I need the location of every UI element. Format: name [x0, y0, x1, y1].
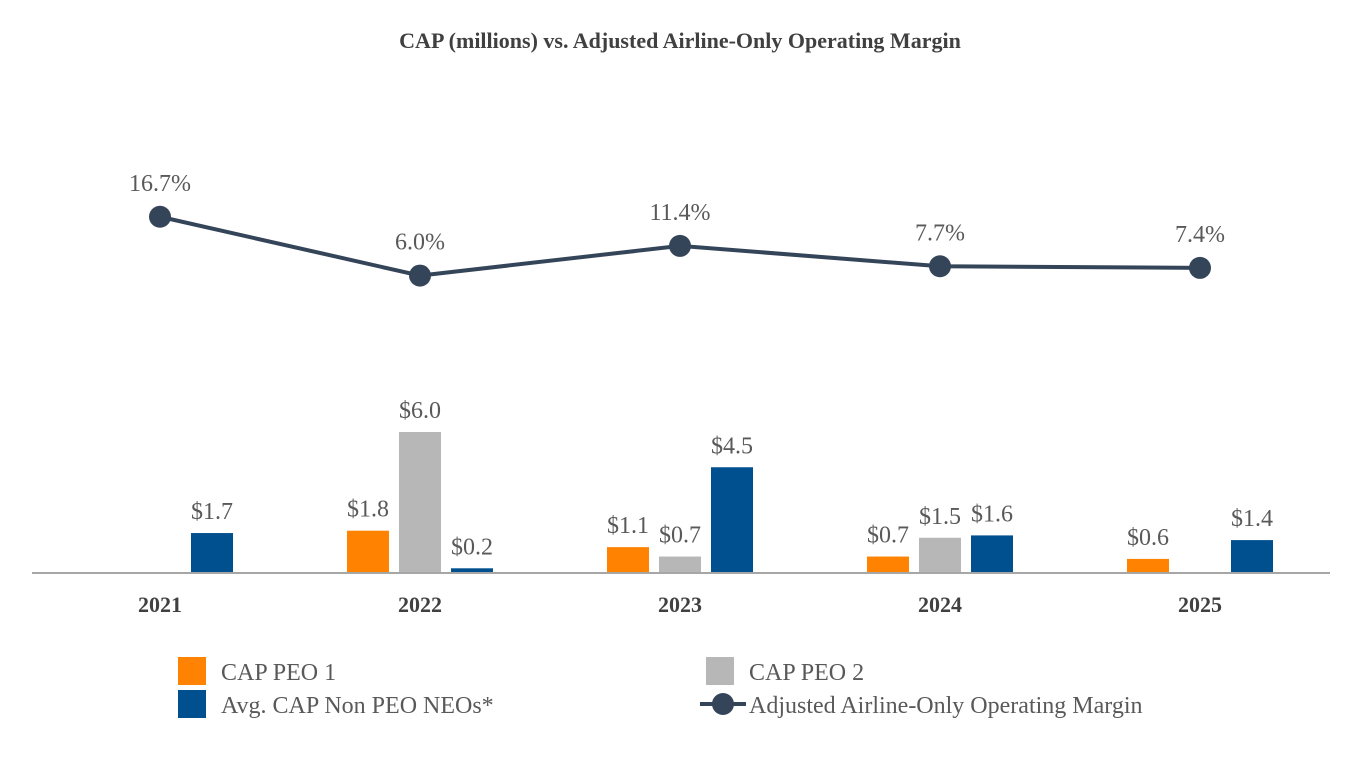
data-label-avg-cap-non-peo-neos-2023: $4.5	[711, 433, 753, 459]
legend-label: CAP PEO 2	[749, 660, 864, 686]
legend-item-avg-cap-non-peo-neos: Avg. CAP Non PEO NEOs*	[178, 690, 494, 719]
legend-label: Adjusted Airline-Only Operating Margin	[749, 693, 1143, 719]
chart-title: CAP (millions) vs. Adjusted Airline-Only…	[399, 28, 961, 53]
line-point-2024	[929, 255, 951, 278]
line-label-2023: 11.4%	[649, 200, 710, 226]
line-label-2022: 6.0%	[395, 230, 445, 256]
line-point-2025	[1189, 256, 1211, 279]
category-label-2022: 2022	[398, 592, 442, 617]
line-label-2021: 16.7%	[129, 171, 191, 197]
bar-avg-cap-non-peo-neos-2025	[1231, 540, 1273, 573]
category-label-2023: 2023	[658, 592, 702, 617]
bar-layer: $1.8 $1.1 $0.7 $0.6 $6.0 $0.7 $1.5 $1.7 $0.2 $4.5…	[191, 398, 1273, 573]
legend-item-adjusted-airline-only-operating-margin: Adjusted Airline-Only Operating Margin	[700, 693, 1143, 719]
bar-cap-peo-1-2022	[347, 530, 389, 573]
data-label-avg-cap-non-peo-neos-2021: $1.7	[191, 499, 233, 525]
line-point-2023	[669, 234, 691, 257]
legend-marker	[712, 693, 734, 715]
data-label-cap-peo-2-2024: $1.5	[919, 504, 961, 530]
data-label-cap-peo-1-2025: $0.6	[1127, 525, 1169, 551]
bar-cap-peo-1-2024	[867, 556, 909, 573]
legend-item-cap-peo-1: CAP PEO 1	[178, 657, 336, 686]
line-layer: 16.7% 6.0% 11.4% 7.7% 7.4%	[129, 171, 1225, 287]
bar-avg-cap-non-peo-neos-2021	[191, 533, 233, 573]
bar-avg-cap-non-peo-neos-2023	[711, 467, 753, 573]
category-label-2021: 2021	[138, 592, 182, 617]
data-label-avg-cap-non-peo-neos-2022: $0.2	[451, 534, 493, 560]
bar-cap-peo-2-2022	[399, 432, 441, 573]
data-label-avg-cap-non-peo-neos-2024: $1.6	[971, 501, 1013, 527]
bar-cap-peo-1-2023	[607, 547, 649, 573]
category-labels: 2021 2022 2023 2024 2025	[138, 592, 1222, 617]
legend-swatch	[178, 657, 206, 685]
bar-avg-cap-non-peo-neos-2022	[451, 568, 493, 573]
data-label-cap-peo-1-2023: $1.1	[607, 513, 649, 539]
data-label-cap-peo-2-2022: $6.0	[399, 398, 441, 424]
legend-swatch	[706, 657, 734, 685]
line-label-2024: 7.7%	[915, 220, 965, 246]
legend-label: Avg. CAP Non PEO NEOs*	[221, 693, 494, 719]
data-label-avg-cap-non-peo-neos-2025: $1.4	[1231, 506, 1273, 532]
category-label-2024: 2024	[918, 592, 962, 617]
line-point-2022	[409, 264, 431, 287]
bar-avg-cap-non-peo-neos-2024	[971, 535, 1013, 573]
line-point-2021	[149, 205, 171, 228]
bar-cap-peo-2-2024	[919, 537, 961, 573]
data-label-cap-peo-2-2023: $0.7	[659, 523, 701, 549]
legend-swatch	[178, 690, 206, 718]
bar-cap-peo-1-2025	[1127, 558, 1169, 573]
legend: CAP PEO 1 CAP PEO 2 Avg. CAP Non PEO NEOs*…	[178, 657, 1143, 719]
category-label-2025: 2025	[1178, 592, 1222, 617]
data-label-cap-peo-1-2022: $1.8	[347, 497, 389, 523]
bar-cap-peo-2-2023	[659, 556, 701, 573]
legend-item-cap-peo-2: CAP PEO 2	[706, 657, 864, 686]
legend-label: CAP PEO 1	[221, 660, 336, 686]
line-label-2025: 7.4%	[1175, 222, 1225, 248]
data-label-cap-peo-1-2024: $0.7	[867, 523, 909, 549]
